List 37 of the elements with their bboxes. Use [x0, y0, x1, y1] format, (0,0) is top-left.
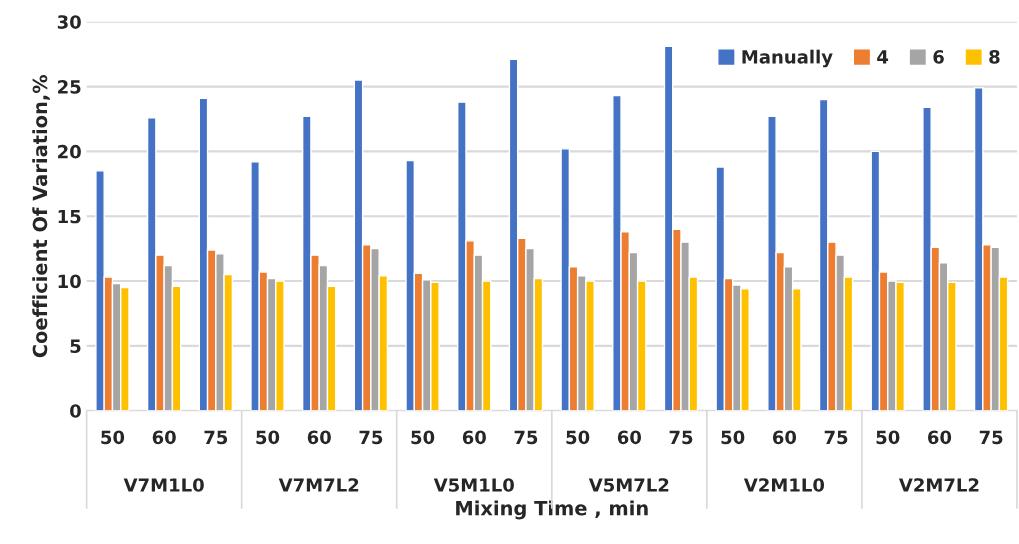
legend-label: Manually — [742, 49, 833, 68]
y-tick-label: 25 — [58, 80, 81, 94]
x-tick-label: 50 — [101, 430, 125, 445]
x-tick-label: 75 — [204, 430, 228, 445]
x-tick-label: 60 — [462, 430, 486, 445]
text: V5M7L2 — [588, 478, 669, 492]
text: V2M1L0 — [743, 478, 825, 492]
x-tick-label: 50 — [721, 430, 745, 445]
x-tick-label: 75 — [514, 430, 538, 445]
y-tick-label: 30 — [57, 15, 81, 29]
x-tick-label: 60 — [772, 430, 797, 445]
text: V5M1L0 — [433, 478, 514, 492]
text: V2M7L2 — [898, 478, 979, 492]
x-tick-label: 50 — [256, 430, 280, 445]
legend-label: 4 — [877, 50, 889, 64]
y-axis-title: Coefficient Of Variation,% — [32, 74, 50, 358]
x-tick-label: 60 — [152, 430, 176, 445]
y-tick-label: 5 — [70, 339, 81, 354]
x-tick-label: 50 — [566, 430, 590, 445]
x-tick-label: 60 — [617, 430, 642, 445]
x-tick-label: 50 — [876, 430, 900, 445]
y-tick-label: 15 — [58, 209, 81, 224]
y-tick-label: 20 — [58, 144, 81, 159]
text: V7M1L0 — [123, 478, 204, 492]
x-tick-label: 75 — [979, 430, 1003, 445]
x-axis-title: Mixing Time , min — [456, 500, 648, 520]
legend-label: 6 — [933, 50, 944, 64]
y-tick-label: 0 — [70, 404, 81, 418]
x-tick-label: 50 — [411, 430, 435, 445]
x-tick-label: 60 — [927, 430, 952, 445]
legend-label: 8 — [989, 50, 1000, 64]
text: V7M7L2 — [278, 478, 359, 492]
x-tick-label: 60 — [307, 430, 331, 445]
x-tick-label: 75 — [359, 430, 383, 445]
x-tick-label: 75 — [824, 430, 848, 445]
y-tick-label: 10 — [58, 274, 81, 289]
x-tick-label: 75 — [669, 430, 693, 445]
